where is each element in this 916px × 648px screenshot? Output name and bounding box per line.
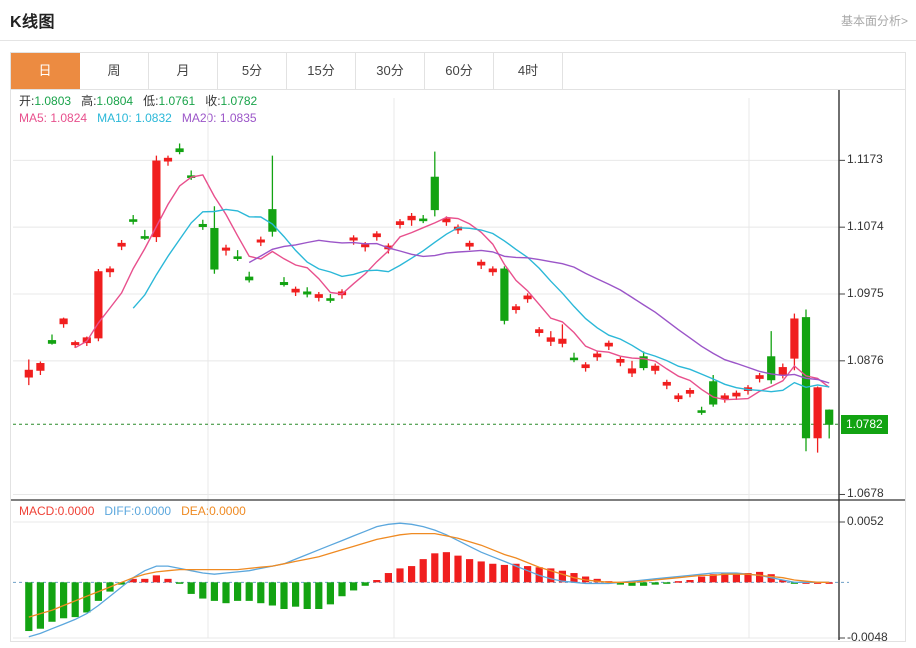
page-header: K线图 基本面分析> xyxy=(0,0,916,41)
tab-2[interactable]: 月 xyxy=(149,53,218,89)
ma10-value: 1.0832 xyxy=(135,111,172,125)
diff-label: DIFF: xyxy=(104,504,135,518)
tab-6[interactable]: 60分 xyxy=(425,53,494,89)
tab-label: 15分 xyxy=(307,63,335,78)
tabbar-filler xyxy=(563,53,905,89)
tab-0[interactable]: 日 xyxy=(11,53,80,89)
kline-plot[interactable] xyxy=(11,90,905,640)
page-title: K线图 xyxy=(10,14,56,31)
tab-4[interactable]: 15分 xyxy=(287,53,356,89)
low-label: 低: xyxy=(143,94,159,108)
dea-value: 0.0000 xyxy=(209,504,246,518)
macd-label: MACD: xyxy=(19,504,58,518)
low-value: 1.0761 xyxy=(158,94,196,108)
ma-legend: MA5: 1.0824 MA10: 1.0832 MA20: 1.0835 xyxy=(19,110,257,127)
ma10-label: MA10: xyxy=(97,111,132,125)
tab-label: 4时 xyxy=(517,63,539,78)
tab-label: 30分 xyxy=(376,63,404,78)
tab-label: 5分 xyxy=(241,63,263,78)
tab-label: 周 xyxy=(107,63,121,78)
high-value: 1.0804 xyxy=(96,94,134,108)
tab-3[interactable]: 5分 xyxy=(218,53,287,89)
tab-7[interactable]: 4时 xyxy=(494,53,563,89)
high-label: 高: xyxy=(81,94,97,108)
tab-label: 日 xyxy=(38,63,52,78)
diff-value: 0.0000 xyxy=(134,504,172,518)
macd-legend: MACD:0.0000 DIFF:0.0000 DEA:0.0000 xyxy=(19,504,246,518)
tab-1[interactable]: 周 xyxy=(80,53,149,89)
timeframe-tabbar: 日 周 月 5分 15分 30分 60分 4时 xyxy=(10,52,906,90)
tab-label: 60分 xyxy=(445,63,473,78)
tab-5[interactable]: 30分 xyxy=(356,53,425,89)
close-value: 1.0782 xyxy=(220,94,258,108)
fundamental-analysis-link[interactable]: 基本面分析> xyxy=(840,14,908,28)
dea-label: DEA: xyxy=(181,504,210,518)
ma5-value: 1.0824 xyxy=(50,111,88,125)
open-label: 开: xyxy=(19,94,35,108)
ohlc-legend: 开:1.0803 高:1.0804 低:1.0761 收:1.0782 xyxy=(19,93,257,110)
close-label: 收: xyxy=(205,94,221,108)
chart-container: 开:1.0803 高:1.0804 低:1.0761 收:1.0782 MA5:… xyxy=(10,90,906,644)
ma20-value: 1.0835 xyxy=(219,111,257,125)
open-value: 1.0803 xyxy=(34,94,72,108)
ma5-label: MA5: xyxy=(19,111,48,125)
tab-label: 月 xyxy=(176,63,190,78)
macd-value: 0.0000 xyxy=(57,504,95,518)
